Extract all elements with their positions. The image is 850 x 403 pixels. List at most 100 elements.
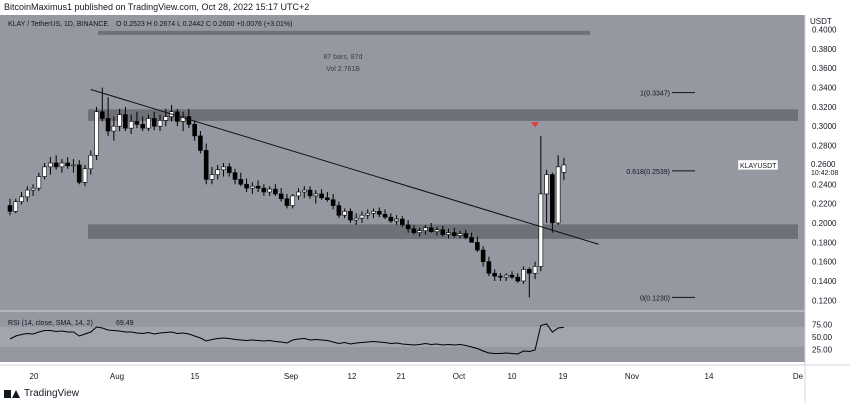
candle[interactable]	[319, 193, 324, 199]
candle[interactable]	[561, 164, 567, 173]
candle[interactable]	[19, 196, 24, 202]
candle[interactable]	[203, 150, 209, 180]
candle[interactable]	[30, 187, 36, 191]
candle[interactable]	[71, 164, 76, 167]
candle[interactable]	[330, 199, 336, 206]
candle[interactable]	[325, 197, 330, 201]
candle[interactable]	[140, 123, 146, 129]
candle[interactable]	[538, 193, 544, 267]
candle[interactable]	[111, 125, 117, 132]
candle[interactable]	[555, 166, 561, 224]
candle[interactable]	[440, 229, 446, 235]
candle[interactable]	[151, 118, 157, 127]
candle[interactable]	[526, 269, 532, 274]
candle[interactable]	[451, 232, 457, 236]
candle[interactable]	[198, 135, 203, 151]
candle[interactable]	[244, 183, 249, 189]
candle[interactable]	[307, 189, 313, 197]
candle[interactable]	[100, 111, 105, 119]
candle[interactable]	[371, 211, 376, 214]
candle[interactable]	[226, 166, 232, 173]
candle[interactable]	[238, 179, 244, 185]
candle[interactable]	[313, 193, 319, 197]
candle[interactable]	[336, 205, 342, 216]
candle[interactable]	[261, 187, 267, 193]
candle[interactable]	[65, 162, 70, 167]
candle[interactable]	[428, 227, 434, 232]
candle[interactable]	[215, 169, 221, 175]
descending-trendline[interactable]	[90, 88, 599, 245]
candle[interactable]	[13, 201, 19, 212]
candle[interactable]	[509, 274, 515, 278]
candle[interactable]	[82, 168, 88, 183]
candle[interactable]	[388, 216, 394, 222]
candle[interactable]	[25, 189, 30, 198]
candle[interactable]	[105, 118, 111, 132]
tradingview-logo[interactable]: TradingView	[4, 387, 79, 401]
candle[interactable]	[296, 191, 301, 197]
candle[interactable]	[475, 241, 480, 251]
candle[interactable]	[209, 174, 215, 180]
candle[interactable]	[53, 162, 59, 168]
candle[interactable]	[134, 121, 140, 125]
candle[interactable]	[544, 174, 549, 195]
candle[interactable]	[498, 275, 503, 278]
candle[interactable]	[123, 114, 128, 129]
candle[interactable]	[550, 174, 555, 224]
candle[interactable]	[7, 205, 13, 212]
price-tick-label: 0.1800	[812, 238, 837, 247]
candle[interactable]	[36, 176, 42, 189]
candle[interactable]	[232, 172, 238, 180]
candle[interactable]	[273, 188, 278, 195]
candle[interactable]	[521, 269, 526, 282]
candle[interactable]	[348, 211, 353, 221]
candle[interactable]	[394, 218, 399, 222]
candle[interactable]	[146, 118, 151, 129]
candle[interactable]	[446, 232, 451, 235]
candle[interactable]	[417, 230, 422, 233]
candle[interactable]	[186, 116, 192, 125]
candle[interactable]	[284, 198, 290, 206]
candle[interactable]	[180, 116, 186, 122]
candle[interactable]	[117, 114, 122, 127]
candle[interactable]	[278, 193, 284, 200]
price-pane-bg	[0, 15, 805, 310]
candle[interactable]	[503, 274, 509, 278]
candle[interactable]	[342, 211, 347, 216]
candle[interactable]	[48, 162, 53, 168]
candle[interactable]	[382, 213, 388, 218]
candle[interactable]	[400, 218, 405, 226]
candle[interactable]	[301, 189, 307, 193]
candle[interactable]	[515, 276, 521, 282]
candle[interactable]	[157, 120, 163, 127]
candle[interactable]	[94, 111, 99, 156]
candle[interactable]	[255, 185, 261, 189]
candle[interactable]	[457, 233, 463, 236]
candle[interactable]	[353, 217, 359, 221]
candle[interactable]	[376, 211, 382, 215]
candle[interactable]	[405, 224, 411, 230]
candle[interactable]	[88, 154, 94, 170]
candle[interactable]	[365, 212, 371, 216]
candle[interactable]	[250, 185, 255, 189]
candle[interactable]	[290, 195, 296, 206]
candle[interactable]	[532, 266, 538, 274]
candle[interactable]	[163, 116, 169, 121]
candle[interactable]	[492, 272, 497, 277]
candle[interactable]	[486, 261, 492, 274]
candle[interactable]	[469, 237, 474, 243]
candle[interactable]	[434, 229, 440, 232]
candle[interactable]	[480, 249, 486, 262]
candle[interactable]	[192, 123, 197, 137]
candle[interactable]	[59, 162, 65, 168]
candle[interactable]	[76, 164, 82, 183]
candle[interactable]	[423, 227, 428, 231]
candle[interactable]	[463, 233, 469, 238]
candle[interactable]	[267, 188, 272, 193]
candle[interactable]	[221, 166, 226, 171]
candle[interactable]	[411, 228, 417, 233]
candle[interactable]	[359, 214, 365, 219]
candle[interactable]	[42, 166, 47, 177]
candle[interactable]	[128, 121, 134, 129]
